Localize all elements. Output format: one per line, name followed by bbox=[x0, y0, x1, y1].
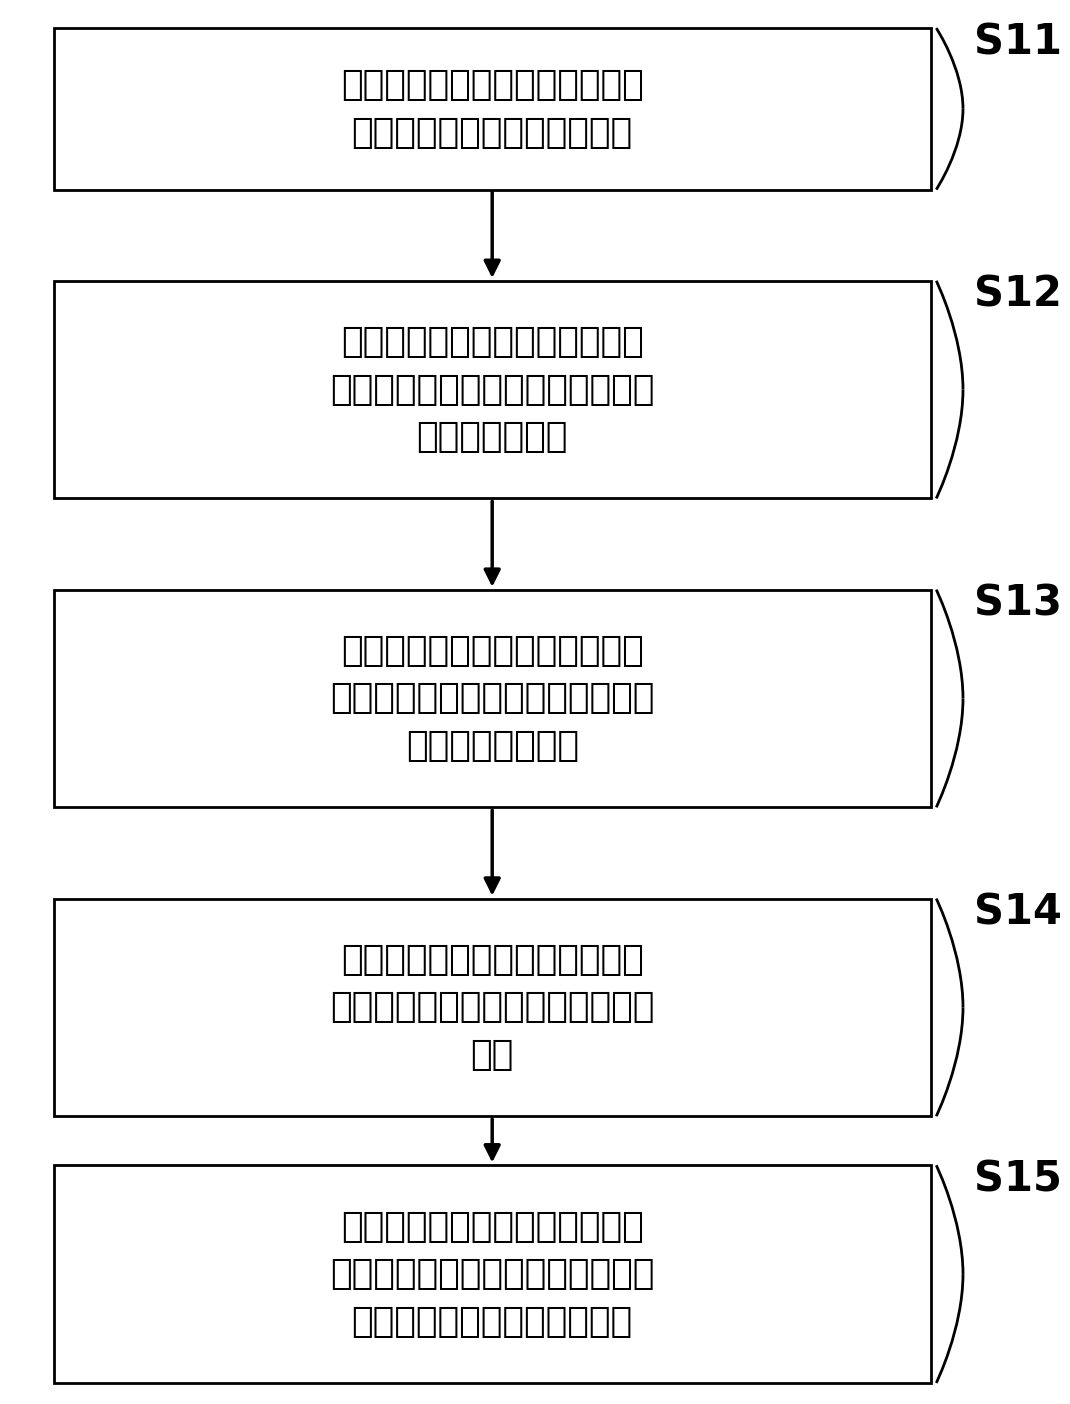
Text: 利用预设的对应关系，确定与当
前负载率对应的所述功率模块的当
前标准腔内温度: 利用预设的对应关系，确定与当 前负载率对应的所述功率模块的当 前标准腔内温度 bbox=[330, 326, 655, 453]
Text: S14: S14 bbox=[974, 892, 1061, 934]
FancyBboxPatch shape bbox=[54, 1165, 931, 1383]
Text: S11: S11 bbox=[974, 21, 1061, 63]
Text: S13: S13 bbox=[974, 583, 1061, 625]
FancyBboxPatch shape bbox=[54, 899, 931, 1116]
Text: 利用当前标准腔内温度、当前环
境温度和所述标准环境温度，确定
当前理论腔内温度: 利用当前标准腔内温度、当前环 境温度和所述标准环境温度，确定 当前理论腔内温度 bbox=[330, 635, 655, 762]
Text: 计算当前腔内温度和当前理论腔
内温度之间的温度差，得到当前温
度差: 计算当前腔内温度和当前理论腔 内温度之间的温度差，得到当前温 度差 bbox=[330, 943, 655, 1071]
FancyBboxPatch shape bbox=[54, 28, 931, 190]
FancyBboxPatch shape bbox=[54, 590, 931, 807]
Text: 获取功率模块的当前负载率、当
前环境温度以及当前腔内温度: 获取功率模块的当前负载率、当 前环境温度以及当前腔内温度 bbox=[341, 67, 643, 150]
Text: S12: S12 bbox=[974, 274, 1061, 316]
Text: 判断当前温度差是否大于预设温
差阈值，如果是，则利用风机对当
前所述功率模块进行除尘处理: 判断当前温度差是否大于预设温 差阈值，如果是，则利用风机对当 前所述功率模块进行… bbox=[330, 1210, 655, 1338]
Text: S15: S15 bbox=[974, 1158, 1061, 1200]
FancyBboxPatch shape bbox=[54, 281, 931, 498]
